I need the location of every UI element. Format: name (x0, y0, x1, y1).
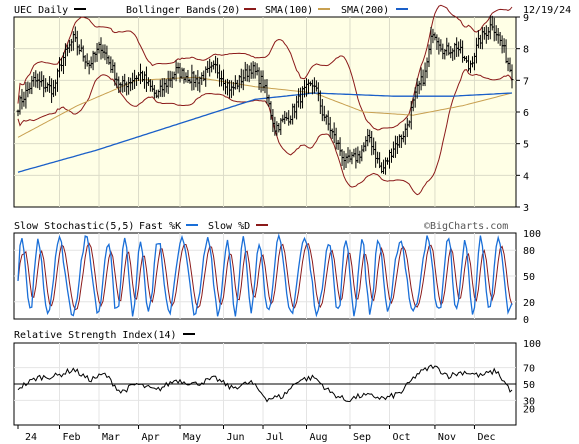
rsi-swatch (183, 333, 195, 335)
sma200-line (17, 92, 513, 173)
stochastic-fast-label: Fast %K (139, 221, 181, 232)
price-tick-3: 3 (523, 203, 529, 214)
stochastic-tick-20: 20 (523, 298, 535, 309)
month-label-aug: Aug (309, 432, 327, 443)
price-tick-4: 4 (523, 171, 529, 182)
legend-sma100-label: SMA(100) (265, 5, 313, 16)
rsi-tick-20: 20 (523, 405, 535, 416)
stochastic-tick-80: 80 (523, 246, 535, 257)
rsi-tick-70: 70 (523, 364, 535, 375)
rsi-tick-30: 30 (523, 396, 535, 407)
month-label-feb: Feb (62, 432, 80, 443)
price-tick-8: 8 (523, 45, 529, 56)
legend-bollinger-swatch (244, 8, 256, 10)
price-tick-5: 5 (523, 140, 529, 151)
rsi-tick-100: 100 (523, 339, 541, 350)
month-label-dec: Dec (477, 432, 495, 443)
month-label-oct: Oct (392, 432, 410, 443)
rsi-tick-50: 50 (523, 380, 535, 391)
month-label-nov: Nov (438, 432, 456, 443)
bollinger-upper-band (17, 4, 513, 131)
month-label-may: May (183, 432, 201, 443)
price-tick-7: 7 (523, 76, 529, 87)
month-label-apr: Apr (142, 432, 160, 443)
bigcharts-watermark: ©BigCharts.com (424, 221, 508, 232)
legend-sma200-swatch (396, 8, 408, 10)
month-label-jul: Jul (266, 432, 284, 443)
month-label-24: 24 (25, 432, 37, 443)
price-bars (16, 15, 514, 175)
bollinger-lower-band (17, 69, 513, 196)
legend-bollinger-label: Bollinger Bands(20) (126, 5, 240, 16)
rsi-title: Relative Strength Index(14) (14, 330, 177, 341)
stochastic-tick-50: 50 (523, 272, 535, 283)
stochastic-title: Slow Stochastic(5,5) (14, 221, 134, 232)
month-label-jun: Jun (227, 432, 245, 443)
chart-date: 12/19/24 (523, 5, 571, 16)
stochastic-tick-100: 100 (523, 229, 541, 240)
title-swatch (74, 8, 86, 10)
price-tick-9: 9 (523, 13, 529, 24)
price-tick-6: 6 (523, 108, 529, 119)
legend-sma200-label: SMA(200) (341, 5, 389, 16)
rsi-line (17, 364, 513, 403)
stochastic-slow-swatch (256, 224, 268, 226)
month-label-mar: Mar (102, 432, 120, 443)
chart-title: UEC Daily (14, 5, 68, 16)
legend-sma100-swatch (318, 8, 330, 10)
stochastic-fast-line (17, 233, 513, 318)
month-label-sep: Sep (353, 432, 371, 443)
stochastic-slow-label: Slow %D (208, 221, 250, 232)
price-bar (510, 64, 514, 89)
stochastic-tick-0: 0 (523, 315, 529, 326)
stochastic-fast-swatch (186, 224, 198, 226)
